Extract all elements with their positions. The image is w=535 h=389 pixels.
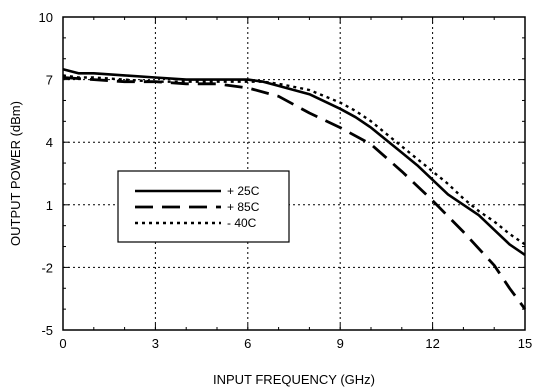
x-tick-label: 9: [337, 336, 344, 351]
x-tick-label: 15: [518, 336, 532, 351]
x-axis-title: INPUT FREQUENCY (GHz): [213, 372, 375, 387]
y-axis-tick-labels: -5 -2 1 4 7 10: [39, 10, 53, 338]
y-tick-label: 4: [46, 135, 53, 150]
y-tick-label: 1: [46, 198, 53, 213]
legend-items: + 25C + 85C - 40C: [135, 184, 260, 230]
x-tick-label: 12: [425, 336, 439, 351]
legend-label: + 25C: [227, 184, 260, 198]
series-line-dashed: [62, 76, 527, 310]
axis-ticks: [62, 16, 526, 331]
series-line-solid: [62, 67, 526, 256]
legend-label: + 85C: [227, 200, 260, 214]
x-tick-label: 0: [59, 336, 66, 351]
legend-label: - 40C: [227, 216, 257, 230]
plot-area-frame: [62, 16, 526, 331]
legend: + 25C + 85C - 40C: [117, 170, 290, 243]
x-tick-label: 6: [244, 336, 251, 351]
y-tick-label: 10: [39, 10, 53, 25]
y-tick-label: 7: [46, 73, 53, 88]
y-axis-title: OUTPUT POWER (dBm): [8, 101, 23, 246]
y-tick-label: -2: [41, 260, 53, 275]
series-line-dotted: [62, 74, 526, 246]
y-tick-label: -5: [41, 323, 53, 338]
series-lines: [62, 67, 527, 310]
x-tick-label: 3: [152, 336, 159, 351]
grid-lines: [63, 17, 525, 330]
x-axis-tick-labels: 0 3 6 9 12 15: [59, 336, 532, 351]
